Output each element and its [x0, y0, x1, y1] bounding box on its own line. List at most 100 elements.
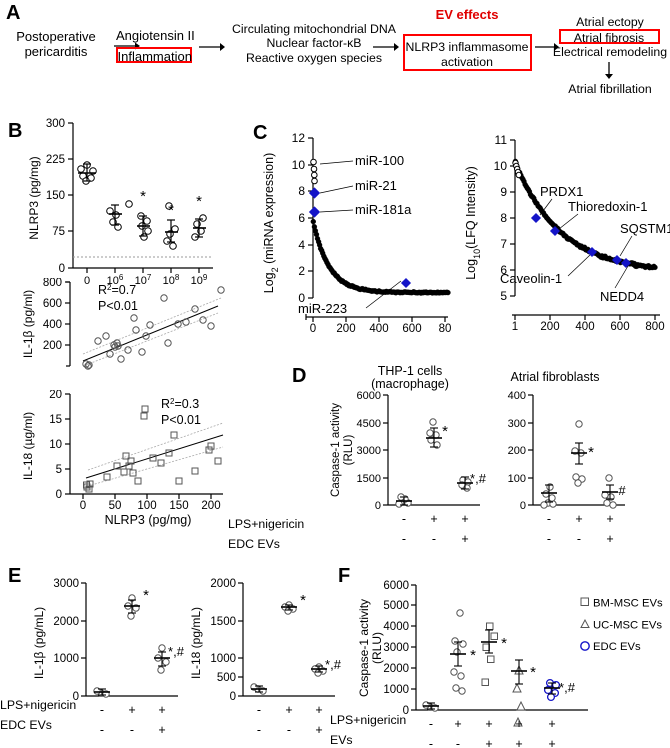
- svg-text:miR-181a: miR-181a: [355, 202, 412, 217]
- svg-text:UC-MSC EVs: UC-MSC EVs: [593, 620, 662, 632]
- svg-text:15: 15: [49, 414, 62, 426]
- svg-text:BM-MSC EVs: BM-MSC EVs: [593, 598, 663, 610]
- svg-text:SQSTM1: SQSTM1: [620, 221, 670, 236]
- svg-text:150: 150: [169, 500, 188, 512]
- svg-text:Thioredoxin-1: Thioredoxin-1: [568, 199, 648, 214]
- svg-text:+: +: [485, 717, 492, 731]
- svg-text:600: 600: [610, 321, 629, 333]
- svg-text:(RLU): (RLU): [343, 435, 355, 466]
- svg-text:10: 10: [292, 158, 306, 172]
- svg-text:-: -: [287, 723, 291, 737]
- svg-text:+: +: [430, 512, 437, 526]
- svg-text:+: +: [575, 512, 582, 526]
- svg-text:4: 4: [298, 238, 305, 252]
- svg-text:-: -: [432, 532, 436, 546]
- svg-text:Caveolin-1: Caveolin-1: [500, 271, 562, 286]
- svg-text:-: -: [100, 703, 104, 717]
- svg-text:11: 11: [495, 133, 508, 147]
- svg-text:+: +: [548, 717, 555, 731]
- svg-text:5000: 5000: [383, 600, 409, 612]
- svg-text:200: 200: [508, 445, 526, 457]
- svg-text:-: -: [577, 532, 581, 546]
- svg-text:*,#: *,#: [325, 657, 342, 672]
- svg-text:-: -: [100, 723, 104, 737]
- svg-text:8: 8: [500, 211, 507, 225]
- svg-text:0: 0: [59, 263, 65, 275]
- svg-text:400: 400: [43, 319, 62, 331]
- svg-text:+: +: [461, 532, 468, 546]
- svg-text:600: 600: [402, 323, 421, 333]
- svg-text:+: +: [548, 737, 555, 748]
- svg-text:IL-1β (pg/ml): IL-1β (pg/ml): [21, 290, 35, 358]
- svg-text:20: 20: [49, 390, 62, 401]
- svg-text:0: 0: [230, 691, 236, 703]
- svg-text:*: *: [442, 423, 448, 440]
- svg-text:IL-18 (pg/mL): IL-18 (pg/mL): [189, 607, 203, 679]
- svg-text:Log2 (miRNA expression): Log2 (miRNA expression): [262, 153, 280, 294]
- svg-text:*,#: *,#: [559, 680, 576, 695]
- svg-text:IL-1β (pg/mL): IL-1β (pg/mL): [32, 607, 46, 679]
- svg-text:200: 200: [336, 323, 355, 333]
- svg-text:1000: 1000: [383, 684, 409, 696]
- svg-text:+: +: [454, 717, 461, 731]
- svg-text:300: 300: [508, 418, 526, 430]
- svg-text:3000: 3000: [357, 445, 381, 457]
- svg-text:+: +: [606, 532, 613, 546]
- svg-text:200: 200: [201, 500, 220, 512]
- svg-text:+: +: [315, 723, 322, 737]
- svg-text:100: 100: [137, 500, 156, 512]
- svg-text:1500: 1500: [210, 616, 236, 628]
- svg-text:2: 2: [298, 264, 305, 278]
- svg-text:6: 6: [298, 211, 305, 225]
- svg-text:-: -: [402, 512, 406, 526]
- svg-text:R2=0.7: R2=0.7: [98, 283, 136, 298]
- svg-text:-: -: [547, 512, 551, 526]
- svg-text:2000: 2000: [210, 578, 236, 590]
- svg-text:*: *: [143, 587, 149, 604]
- svg-text:*: *: [470, 647, 476, 664]
- svg-text:8: 8: [298, 184, 305, 198]
- svg-text:+: +: [515, 717, 522, 731]
- svg-text:400: 400: [575, 321, 594, 333]
- svg-text:600: 600: [43, 298, 62, 310]
- svg-text:*: *: [196, 193, 202, 210]
- svg-text:+: +: [158, 723, 165, 737]
- svg-text:NEDD4: NEDD4: [600, 289, 644, 304]
- svg-text:miR-223: miR-223: [298, 301, 347, 316]
- svg-text:+: +: [285, 703, 292, 717]
- svg-text:1000: 1000: [210, 653, 236, 665]
- svg-text:+: +: [485, 737, 492, 748]
- svg-text:R2=0.3: R2=0.3: [161, 397, 199, 412]
- svg-text:*: *: [140, 188, 146, 205]
- svg-text:200: 200: [540, 321, 559, 333]
- svg-text:+: +: [461, 512, 468, 526]
- svg-text:PRDX1: PRDX1: [540, 184, 583, 199]
- svg-text:3000: 3000: [53, 578, 79, 590]
- svg-text:-: -: [257, 723, 261, 737]
- svg-text:800: 800: [645, 321, 664, 333]
- svg-text:7: 7: [500, 237, 507, 251]
- svg-text:80: 80: [439, 323, 452, 333]
- svg-text:#: #: [618, 483, 626, 498]
- svg-text:200: 200: [43, 340, 62, 352]
- svg-text:400: 400: [508, 390, 526, 402]
- svg-text:4500: 4500: [357, 418, 381, 430]
- svg-text:150: 150: [46, 190, 65, 202]
- svg-text:NLRP3 (pg/mg): NLRP3 (pg/mg): [27, 156, 41, 239]
- svg-text:5: 5: [56, 464, 62, 476]
- svg-text:-: -: [429, 717, 433, 731]
- svg-text:-: -: [257, 703, 261, 717]
- svg-text:0: 0: [375, 500, 381, 512]
- svg-text:0: 0: [80, 500, 86, 512]
- svg-text:2000: 2000: [53, 616, 79, 628]
- svg-text:9: 9: [500, 185, 507, 199]
- svg-text:P<0.01: P<0.01: [98, 299, 138, 313]
- svg-text:NLRP3 (pg/mg): NLRP3 (pg/mg): [105, 513, 192, 527]
- svg-text:75: 75: [52, 226, 65, 238]
- svg-text:*: *: [300, 592, 306, 609]
- svg-text:12: 12: [292, 131, 306, 145]
- svg-text:300: 300: [46, 118, 65, 130]
- svg-text:0: 0: [56, 489, 62, 501]
- svg-text:*: *: [501, 635, 507, 652]
- svg-text:+: +: [158, 703, 165, 717]
